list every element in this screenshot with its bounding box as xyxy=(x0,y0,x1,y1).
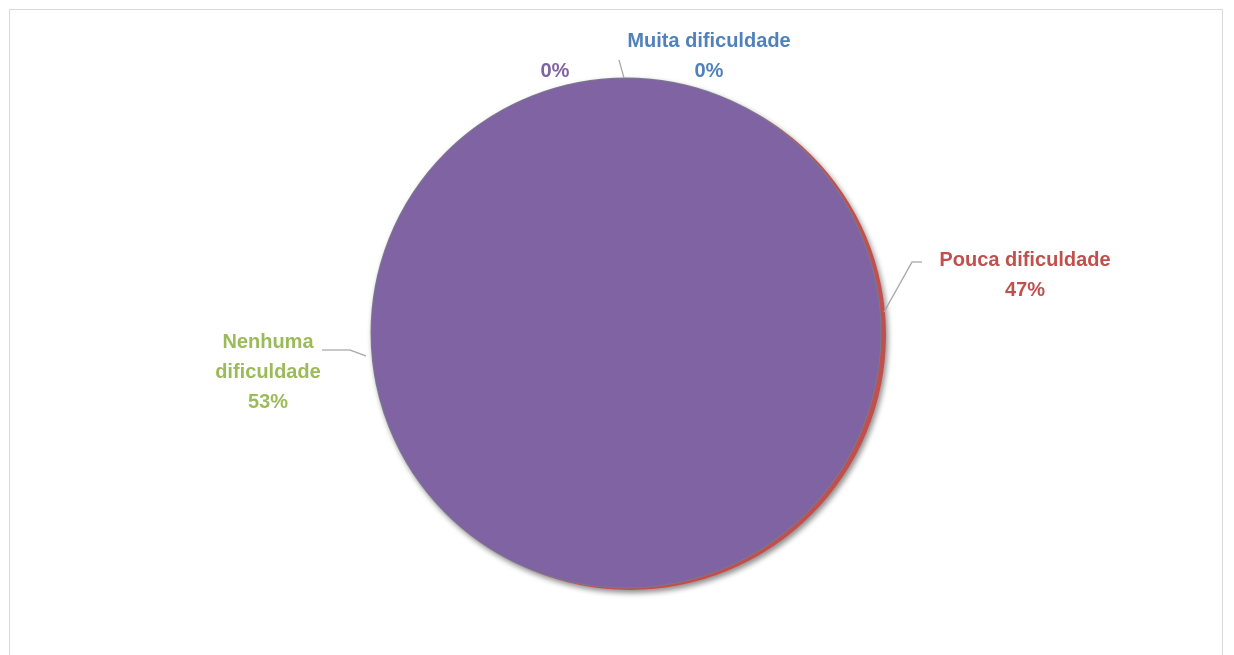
leader-line-muita xyxy=(618,59,625,79)
label-nenhuma-line2: dificuldade xyxy=(215,361,321,383)
label-nenhuma-pct: 53% xyxy=(247,391,289,413)
label-pouca-dificuldade: Pouca dificuldade 47% xyxy=(925,245,1125,305)
label-pouca-name: Pouca dificuldade xyxy=(939,249,1111,271)
label-muita-percent: 0% xyxy=(609,56,809,86)
leader-line-nenhuma xyxy=(322,349,367,357)
label-other-percent: 0% xyxy=(530,56,580,86)
label-other-pct: 0% xyxy=(540,60,570,82)
label-nenhuma-line1: Nenhuma xyxy=(222,331,314,353)
label-muita-pct: 0% xyxy=(694,60,724,82)
leader-line-pouca xyxy=(883,261,922,313)
label-muita-dificuldade: Muita dificuldade xyxy=(609,26,809,56)
label-nenhuma-dificuldade: Nenhuma dificuldade 53% xyxy=(188,327,348,417)
label-pouca-pct: 47% xyxy=(1004,279,1046,301)
label-muita-name: Muita dificuldade xyxy=(627,30,791,52)
pie-slice-main xyxy=(370,77,882,589)
